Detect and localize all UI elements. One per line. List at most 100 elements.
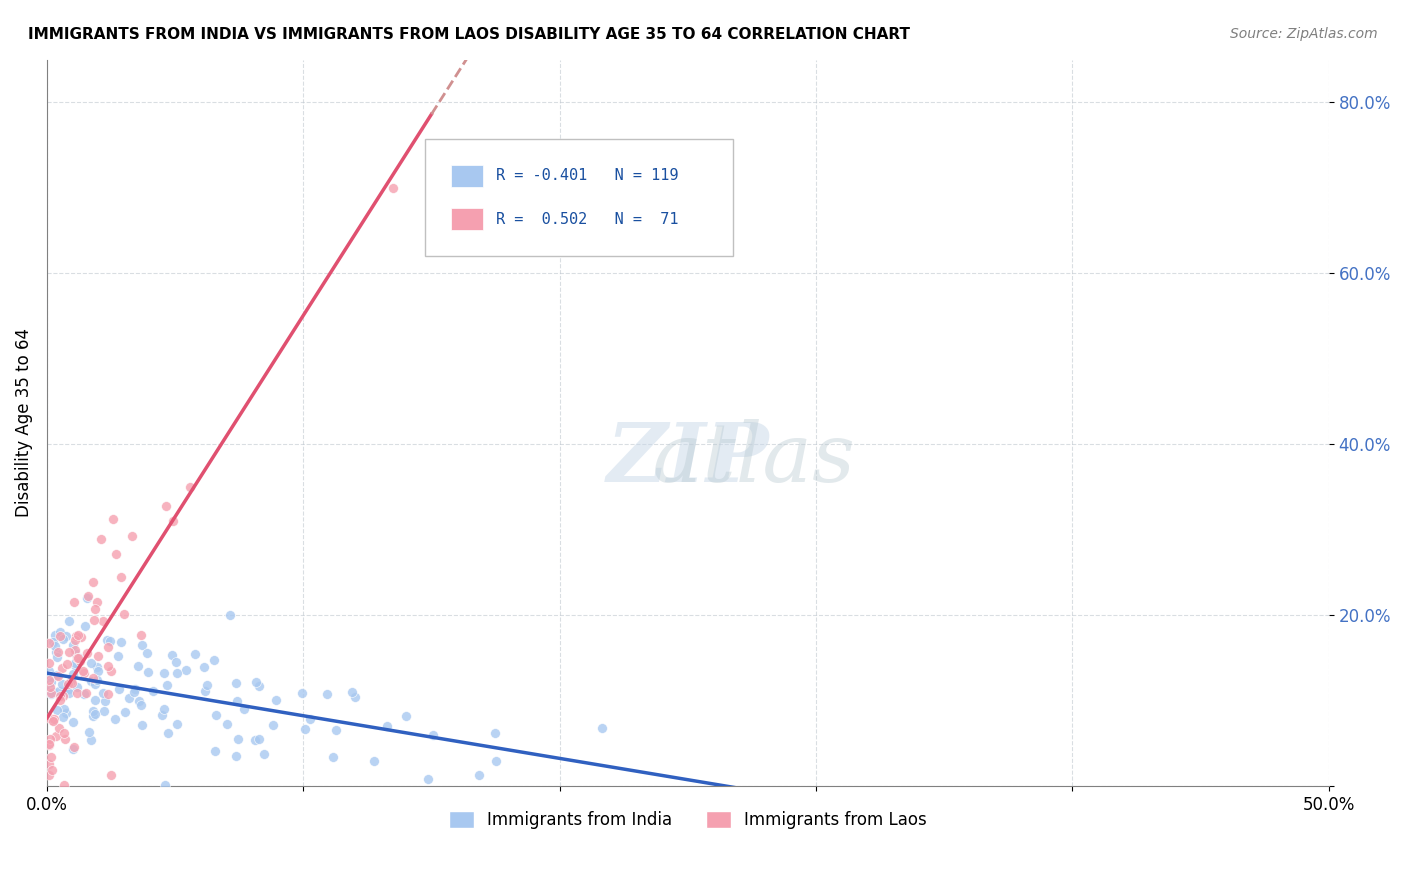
- Point: [62, 715, 84, 730]
- Point: [202, 653, 225, 667]
- Point: [39, 686, 62, 700]
- Point: [96, 633, 118, 648]
- Point: [114, 705, 136, 719]
- Point: [86, 673, 108, 687]
- Point: [247, 679, 270, 693]
- Point: [48, 722, 70, 736]
- Point: [63, 656, 86, 670]
- Point: [41, 713, 63, 727]
- Point: [155, 499, 177, 513]
- Point: [56, 677, 79, 691]
- Point: [100, 768, 122, 782]
- Point: [150, 708, 173, 723]
- Point: [166, 717, 188, 731]
- Point: [72, 687, 94, 701]
- Point: [69, 651, 91, 665]
- Point: [49, 625, 72, 640]
- Point: [243, 733, 266, 747]
- Point: [42, 635, 65, 649]
- Text: IMMIGRANTS FROM INDIA VS IMMIGRANTS FROM LAOS DISABILITY AGE 35 TO 64 CORRELATIO: IMMIGRANTS FROM INDIA VS IMMIGRANTS FROM…: [28, 27, 910, 42]
- Text: R =  0.502   N =  71: R = 0.502 N = 71: [495, 212, 678, 227]
- Point: [38, 768, 60, 782]
- Point: [38, 711, 60, 725]
- Point: [59, 673, 82, 688]
- Point: [46, 669, 69, 683]
- Point: [82, 705, 104, 719]
- Point: [233, 702, 256, 716]
- Point: [204, 744, 226, 758]
- Point: [195, 678, 218, 692]
- Point: [93, 614, 115, 628]
- FancyBboxPatch shape: [451, 209, 482, 230]
- Y-axis label: Disability Age 35 to 64: Disability Age 35 to 64: [15, 328, 32, 517]
- Point: [97, 687, 120, 701]
- Point: [225, 693, 247, 707]
- Point: [363, 754, 385, 768]
- Point: [165, 656, 187, 670]
- Point: [83, 613, 105, 627]
- Point: [422, 728, 444, 742]
- Point: [45, 704, 67, 718]
- Point: [38, 664, 60, 678]
- Point: [80, 656, 103, 670]
- Point: [51, 661, 73, 675]
- Point: [127, 658, 149, 673]
- Point: [82, 574, 104, 589]
- Point: [131, 718, 153, 732]
- Point: [485, 754, 508, 768]
- Point: [69, 653, 91, 667]
- Point: [315, 687, 337, 701]
- Point: [41, 764, 63, 778]
- Point: [82, 671, 104, 685]
- Point: [77, 589, 100, 603]
- Point: [72, 664, 94, 678]
- Point: [52, 710, 75, 724]
- Point: [80, 733, 103, 747]
- Point: [114, 607, 136, 621]
- Point: [157, 726, 180, 740]
- Point: [118, 691, 141, 706]
- Text: R = -0.401   N = 119: R = -0.401 N = 119: [495, 169, 678, 183]
- Point: [62, 739, 84, 754]
- Point: [62, 666, 84, 681]
- Point: [264, 692, 287, 706]
- Point: [219, 607, 242, 622]
- Point: [162, 515, 184, 529]
- Point: [153, 778, 176, 792]
- Text: atlas: atlas: [520, 419, 855, 499]
- Point: [98, 634, 121, 648]
- Point: [225, 676, 247, 690]
- Point: [58, 645, 80, 659]
- Point: [93, 705, 115, 719]
- Point: [49, 689, 72, 703]
- Point: [343, 690, 366, 704]
- Point: [340, 685, 363, 699]
- Point: [52, 632, 75, 646]
- Point: [66, 651, 89, 665]
- Point: [468, 768, 491, 782]
- Point: [160, 648, 183, 662]
- Point: [204, 708, 226, 723]
- Point: [94, 694, 117, 708]
- Point: [136, 646, 159, 660]
- Point: [58, 686, 80, 700]
- Point: [128, 694, 150, 708]
- Point: [84, 693, 107, 707]
- Point: [41, 687, 63, 701]
- Point: [86, 660, 108, 674]
- Point: [58, 614, 80, 628]
- Point: [217, 717, 239, 731]
- Point: [82, 709, 104, 723]
- Point: [129, 628, 152, 642]
- Point: [83, 706, 105, 721]
- Point: [105, 547, 128, 561]
- Point: [291, 686, 314, 700]
- Point: [375, 718, 398, 732]
- Point: [103, 512, 125, 526]
- Point: [65, 646, 87, 660]
- Text: Source: ZipAtlas.com: Source: ZipAtlas.com: [1230, 27, 1378, 41]
- Point: [382, 180, 405, 194]
- Point: [124, 681, 146, 696]
- Point: [174, 664, 197, 678]
- Point: [73, 665, 96, 680]
